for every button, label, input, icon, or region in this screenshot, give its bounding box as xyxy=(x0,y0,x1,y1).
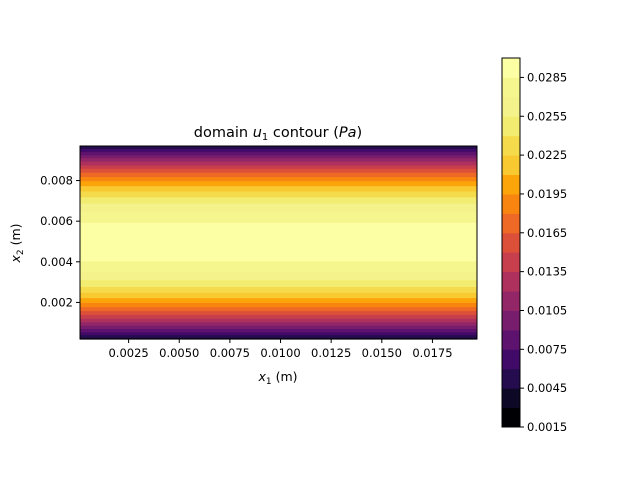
contour-band xyxy=(80,260,477,273)
ylabel-var: x xyxy=(8,255,23,264)
contour-band xyxy=(80,331,477,336)
contour-band xyxy=(80,286,477,293)
x-tick-label: 0.0050 xyxy=(159,346,199,360)
xlabel-var: x xyxy=(257,369,266,384)
colorbar-frame xyxy=(501,57,521,428)
contour-band xyxy=(80,314,477,319)
contour-band xyxy=(80,318,477,323)
colorbar-tick-label: 0.0015 xyxy=(527,420,567,434)
contour-band xyxy=(80,325,477,329)
colorbar xyxy=(502,58,520,428)
colorbar-segment xyxy=(502,407,520,428)
contour-band xyxy=(80,321,477,326)
colorbar-tick-label: 0.0165 xyxy=(527,226,567,240)
title-unit: Pa xyxy=(339,125,357,141)
contour-band xyxy=(80,222,477,262)
colorbar-segment xyxy=(502,155,520,176)
colorbar-tick-label: 0.0225 xyxy=(527,148,567,162)
colorbar-segment xyxy=(502,213,520,234)
colorbar-tick-label: 0.0255 xyxy=(527,109,567,123)
contour-band xyxy=(80,164,477,169)
colorbar-tick-label: 0.0135 xyxy=(527,265,567,279)
x-axis: 0.0025 0.0050 0.0075 0.0100 0.0125 0.0150 0.01… xyxy=(108,339,453,360)
ylabel-rest: (m) xyxy=(8,223,23,249)
contour-band xyxy=(80,310,477,315)
x-tick-label: 0.0175 xyxy=(412,346,452,360)
y-axis-label: x2 (m) xyxy=(8,223,26,263)
contour-band xyxy=(80,328,477,333)
contour-band xyxy=(80,196,477,204)
contour-band xyxy=(80,160,477,166)
colorbar-segment xyxy=(502,291,520,311)
contour-band xyxy=(80,190,477,198)
contour-band xyxy=(80,271,477,281)
y-tick-label: 0.008 xyxy=(40,174,73,188)
y-tick-label: 0.004 xyxy=(40,255,73,269)
contour-band xyxy=(80,334,477,339)
colorbar-tick-label: 0.0075 xyxy=(527,342,567,356)
colorbar-segment xyxy=(502,271,520,292)
contour-band xyxy=(80,168,477,173)
title-mid: contour ( xyxy=(268,125,339,141)
contour-band xyxy=(80,154,477,159)
xlabel-rest: (m) xyxy=(272,369,298,384)
colorbar-segment xyxy=(502,252,520,273)
contour-band xyxy=(80,180,477,187)
x-tick-label: 0.0025 xyxy=(108,346,148,360)
contour-band xyxy=(80,202,477,212)
colorbar-segment xyxy=(502,116,520,137)
colorbar-segment xyxy=(502,174,520,195)
contour-band xyxy=(80,292,477,299)
colorbar-segment xyxy=(502,388,520,409)
colorbar-tick-label: 0.0045 xyxy=(527,381,567,395)
chart-title: domain u1 contour (Pa) xyxy=(194,125,362,143)
colorbar-ticks: 0.0015 0.0045 0.0075 0.0105 0.0135 0.0165 0.01… xyxy=(520,70,567,434)
x-tick-label: 0.0075 xyxy=(210,346,250,360)
colorbar-segment xyxy=(502,232,520,253)
colorbar-segment xyxy=(502,58,520,78)
plot-frame xyxy=(79,145,478,340)
colorbar-segment xyxy=(502,368,520,389)
x-tick-label: 0.0100 xyxy=(260,346,300,360)
contour-band xyxy=(80,148,477,152)
contour-band xyxy=(80,211,477,223)
y-tick-label: 0.002 xyxy=(40,295,73,309)
colorbar-segment xyxy=(502,349,520,370)
colorbar-tick-label: 0.0105 xyxy=(527,303,567,317)
colorbar-segment xyxy=(502,96,520,117)
y-axis: 0.002 0.004 0.006 0.008 xyxy=(40,174,80,309)
title-sub: 1 xyxy=(262,132,268,143)
contour-band xyxy=(80,306,477,312)
contour-field xyxy=(80,146,477,340)
title-suffix: ) xyxy=(357,125,363,141)
title-var: u xyxy=(253,125,262,141)
colorbar-segment xyxy=(502,135,520,156)
colorbar-segment xyxy=(502,310,520,331)
contour-band xyxy=(80,297,477,303)
xlabel-sub: 1 xyxy=(266,377,272,387)
y-tick-label: 0.006 xyxy=(40,214,73,228)
colorbar-tick-label: 0.0285 xyxy=(527,70,567,84)
x-tick-label: 0.0150 xyxy=(362,346,402,360)
contour-band xyxy=(80,279,477,288)
contour-band xyxy=(80,172,477,177)
colorbar-segment xyxy=(502,77,520,98)
ylabel-sub: 2 xyxy=(16,249,26,255)
colorbar-tick-label: 0.0195 xyxy=(527,187,567,201)
contour-band xyxy=(80,151,477,156)
colorbar-segment xyxy=(502,193,520,214)
x-tick-label: 0.0125 xyxy=(311,346,351,360)
contour-band xyxy=(80,146,477,150)
contour-band xyxy=(80,302,477,308)
contour-band xyxy=(80,185,477,192)
contour-band xyxy=(80,157,477,162)
title-prefix: domain xyxy=(194,125,253,141)
contour-band xyxy=(80,176,477,182)
x-axis-label: x1 (m) xyxy=(257,369,297,387)
colorbar-segment xyxy=(502,329,520,350)
